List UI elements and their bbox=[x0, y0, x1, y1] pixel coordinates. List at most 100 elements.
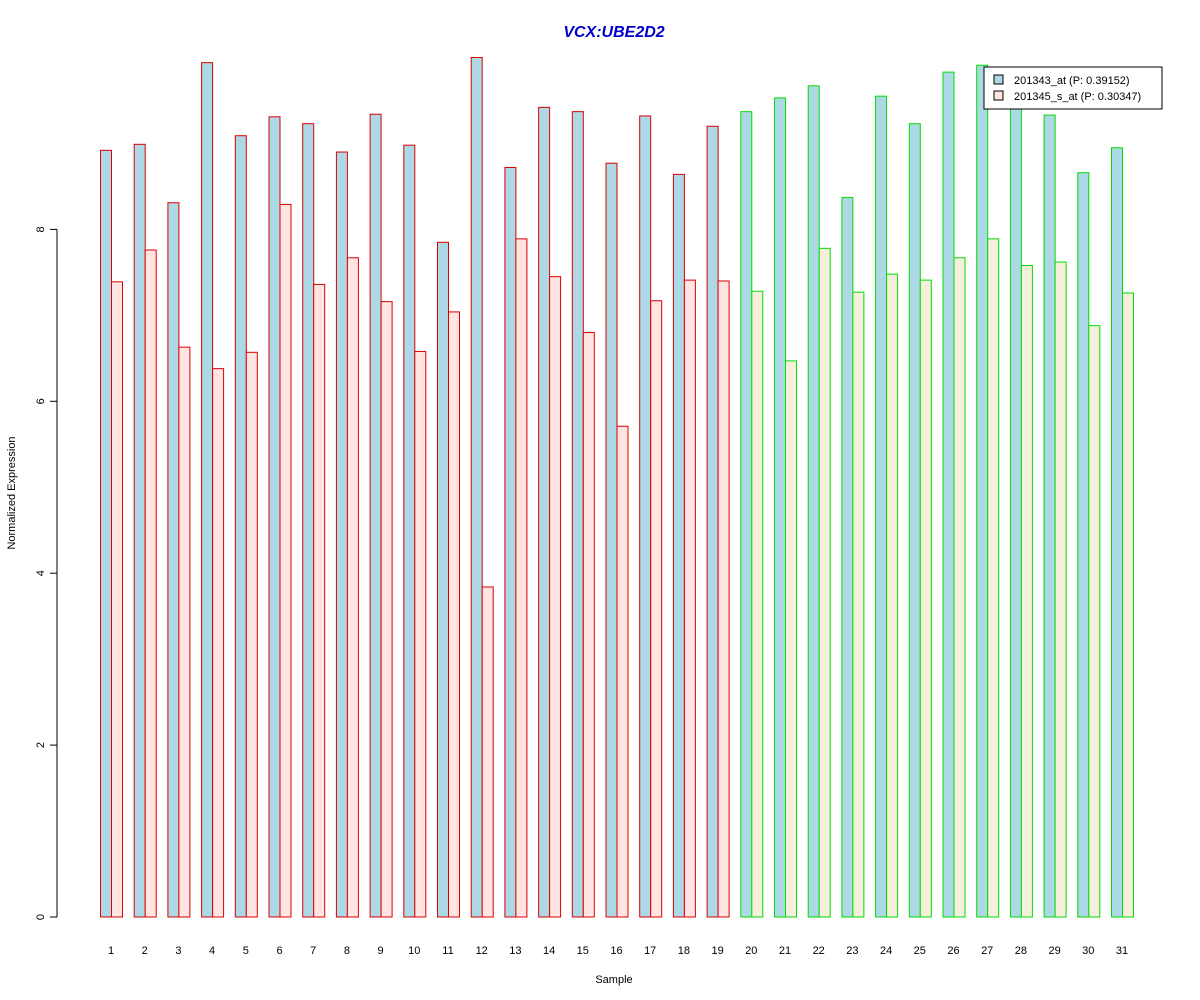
bar-sample-22-series-1 bbox=[807, 85, 820, 918]
x-tick-label: 9 bbox=[378, 945, 384, 957]
bar-sample-30-series-1 bbox=[1077, 172, 1090, 918]
x-axis-tick-labels: 1 2 3 4 5 6 7 8 9 10 11 12 13 14 15 16 17 18 19 20 21 22 23 24 2… bbox=[108, 945, 1128, 957]
legend-box bbox=[983, 66, 1163, 110]
bar-sample-28-series-2 bbox=[1020, 264, 1033, 918]
bar-sample-4-series-2 bbox=[212, 368, 225, 918]
x-tick-label: 7 bbox=[310, 945, 316, 957]
bars bbox=[100, 57, 1134, 918]
bar-sample-14-series-2 bbox=[549, 276, 562, 918]
bar-sample-13-series-2 bbox=[515, 238, 528, 918]
y-tick-label: 4 bbox=[35, 570, 47, 576]
legend-label-series-1: 201343_at (P: 0.39152) bbox=[1014, 75, 1130, 87]
x-tick-label: 27 bbox=[981, 945, 993, 957]
x-tick-label: 3 bbox=[175, 945, 181, 957]
bar-sample-20-series-1 bbox=[740, 111, 753, 918]
bar-sample-25-series-2 bbox=[919, 279, 932, 918]
x-tick-label: 1 bbox=[108, 945, 114, 957]
chart-title: VCX:UBE2D2 bbox=[563, 24, 664, 41]
y-tick-label: 2 bbox=[35, 742, 47, 748]
bar-sample-15-series-2 bbox=[582, 332, 595, 918]
x-tick-label: 14 bbox=[543, 945, 555, 957]
bar-sample-28-series-1 bbox=[1009, 104, 1022, 918]
bar-sample-14-series-1 bbox=[538, 106, 551, 918]
bar-sample-16-series-2 bbox=[616, 425, 629, 918]
y-tick-label: 6 bbox=[35, 398, 47, 404]
bar-sample-16-series-1 bbox=[605, 162, 618, 918]
x-tick-label: 31 bbox=[1116, 945, 1128, 957]
x-tick-label: 16 bbox=[610, 945, 622, 957]
x-tick-label: 6 bbox=[276, 945, 282, 957]
bar-sample-26-series-1 bbox=[942, 71, 955, 918]
x-axis-label: Sample bbox=[595, 974, 632, 986]
bar-sample-5-series-2 bbox=[245, 351, 258, 918]
legend-swatch-series-2 bbox=[993, 90, 1004, 101]
x-tick-label: 11 bbox=[442, 945, 453, 957]
x-tick-label: 13 bbox=[509, 945, 521, 957]
bar-sample-1-series-1 bbox=[100, 149, 112, 918]
bar-sample-9-series-1 bbox=[369, 113, 382, 918]
x-tick-label: 22 bbox=[813, 945, 825, 957]
bar-sample-30-series-2 bbox=[1088, 325, 1101, 918]
x-tick-label: 23 bbox=[846, 945, 858, 957]
bar-sample-26-series-2 bbox=[953, 257, 966, 918]
x-tick-label: 21 bbox=[779, 945, 791, 957]
bar-sample-10-series-2 bbox=[414, 350, 427, 918]
bar-sample-21-series-2 bbox=[785, 360, 797, 918]
x-tick-label: 2 bbox=[142, 945, 148, 957]
x-tick-label: 5 bbox=[243, 945, 249, 957]
bar-sample-2-series-1 bbox=[133, 143, 146, 918]
bar-sample-23-series-1 bbox=[841, 197, 854, 918]
bar-sample-11-series-2 bbox=[448, 311, 460, 918]
bar-sample-19-series-2 bbox=[717, 280, 730, 918]
bar-sample-12-series-1 bbox=[470, 57, 483, 918]
bar-sample-20-series-2 bbox=[751, 290, 764, 918]
bar-sample-29-series-1 bbox=[1043, 114, 1056, 918]
x-tick-label: 8 bbox=[344, 945, 350, 957]
y-axis: 0 2 4 6 8 bbox=[35, 226, 58, 920]
bar-sample-25-series-1 bbox=[908, 123, 921, 918]
legend-label-series-2: 201345_s_at (P: 0.30347) bbox=[1014, 91, 1141, 103]
bar-sample-8-series-2 bbox=[346, 257, 359, 918]
bar-sample-8-series-1 bbox=[335, 151, 348, 918]
x-tick-label: 29 bbox=[1048, 945, 1060, 957]
bar-sample-6-series-2 bbox=[279, 203, 292, 918]
bar-sample-27-series-2 bbox=[987, 238, 1000, 918]
x-tick-label: 24 bbox=[880, 945, 892, 957]
bar-sample-12-series-2 bbox=[481, 586, 494, 918]
x-tick-label: 28 bbox=[1015, 945, 1027, 957]
bar-sample-23-series-2 bbox=[852, 291, 865, 918]
x-tick-label: 25 bbox=[914, 945, 926, 957]
y-axis-label: Normalized Expression bbox=[6, 436, 18, 549]
bar-sample-15-series-1 bbox=[571, 111, 584, 918]
bar-sample-18-series-2 bbox=[683, 279, 696, 918]
bar-sample-17-series-1 bbox=[639, 115, 652, 918]
x-tick-label: 20 bbox=[745, 945, 757, 957]
bar-sample-27-series-1 bbox=[976, 64, 989, 918]
bar-sample-3-series-1 bbox=[167, 202, 180, 918]
bar-sample-3-series-2 bbox=[178, 346, 191, 918]
bar-sample-7-series-2 bbox=[313, 283, 326, 918]
bar-sample-31-series-2 bbox=[1122, 292, 1134, 918]
bar-sample-9-series-2 bbox=[380, 301, 393, 918]
y-tick-label: 8 bbox=[35, 226, 47, 232]
x-tick-label: 15 bbox=[577, 945, 589, 957]
legend: 201343_at (P: 0.39152) 201345_s_at (P: 0.… bbox=[983, 66, 1163, 110]
x-tick-label: 12 bbox=[476, 945, 488, 957]
x-tick-label: 19 bbox=[711, 945, 723, 957]
bar-sample-24-series-1 bbox=[875, 95, 888, 918]
bar-sample-4-series-1 bbox=[201, 62, 214, 918]
bar-sample-2-series-2 bbox=[144, 249, 157, 918]
legend-swatch-series-1 bbox=[993, 74, 1004, 85]
x-tick-label: 4 bbox=[209, 945, 215, 957]
bar-sample-6-series-1 bbox=[268, 116, 281, 918]
bar-sample-7-series-1 bbox=[302, 123, 315, 918]
bar-sample-24-series-2 bbox=[886, 273, 899, 918]
bar-sample-1-series-2 bbox=[111, 281, 123, 918]
x-tick-label: 26 bbox=[947, 945, 959, 957]
x-tick-label: 30 bbox=[1082, 945, 1094, 957]
bar-sample-21-series-1 bbox=[774, 97, 786, 918]
bar-sample-18-series-1 bbox=[672, 173, 685, 918]
bar-sample-10-series-1 bbox=[403, 144, 416, 918]
bar-sample-19-series-1 bbox=[706, 125, 719, 918]
